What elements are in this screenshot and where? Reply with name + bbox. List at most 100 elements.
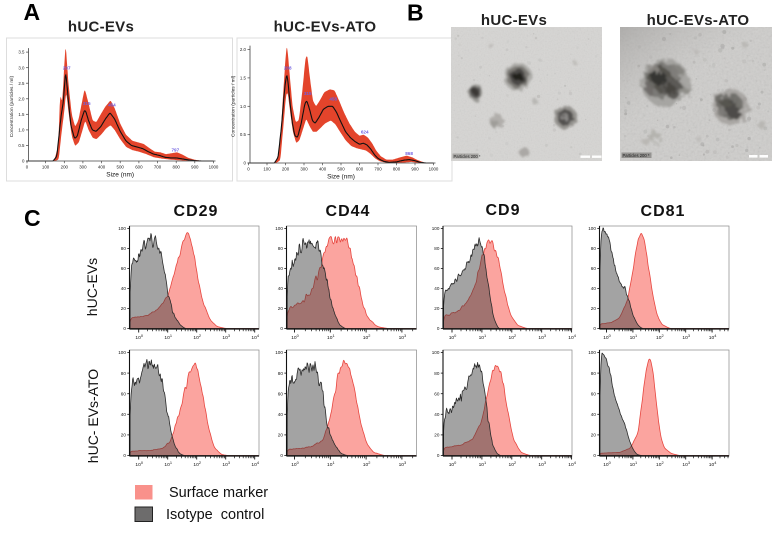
- svg-text:900: 900: [411, 167, 419, 172]
- svg-text:315: 315: [83, 101, 91, 106]
- svg-text:Surface marker: Surface marker: [169, 485, 268, 501]
- svg-text:40: 40: [278, 286, 284, 291]
- svg-text:208: 208: [284, 65, 292, 70]
- svg-text:200: 200: [61, 165, 69, 170]
- svg-text:2.0: 2.0: [18, 96, 25, 101]
- svg-text:80: 80: [278, 371, 284, 376]
- svg-text:3.5: 3.5: [18, 50, 25, 55]
- svg-text:20: 20: [434, 433, 440, 438]
- svg-text:102: 102: [656, 460, 664, 468]
- svg-text:0: 0: [123, 453, 126, 458]
- svg-text:1.0: 1.0: [18, 128, 25, 133]
- svg-text:1000: 1000: [209, 165, 219, 170]
- svg-text:102: 102: [363, 460, 371, 468]
- svg-text:101: 101: [479, 460, 487, 468]
- svg-text:0: 0: [280, 453, 283, 458]
- svg-text:400: 400: [98, 165, 106, 170]
- svg-text:101: 101: [630, 460, 638, 468]
- svg-text:100: 100: [449, 333, 457, 341]
- svg-text:60: 60: [591, 266, 597, 271]
- svg-text:20: 20: [591, 306, 597, 311]
- svg-text:900: 900: [191, 165, 199, 170]
- svg-text:1000: 1000: [429, 167, 439, 172]
- svg-text:40: 40: [591, 286, 597, 291]
- svg-text:0: 0: [26, 165, 29, 170]
- svg-text:60: 60: [121, 391, 127, 396]
- svg-text:103: 103: [399, 460, 407, 468]
- svg-text:800: 800: [173, 165, 181, 170]
- svg-text:102: 102: [656, 333, 664, 341]
- svg-text:100: 100: [588, 226, 596, 231]
- svg-text:100: 100: [603, 333, 611, 341]
- svg-text:0: 0: [123, 326, 126, 331]
- svg-text:300: 300: [79, 165, 87, 170]
- svg-text:0: 0: [22, 159, 25, 164]
- svg-text:20: 20: [591, 433, 597, 438]
- svg-text:100: 100: [603, 460, 611, 468]
- svg-text:20: 20: [278, 433, 284, 438]
- svg-text:Concentration (particles / ml): Concentration (particles / ml): [231, 75, 237, 137]
- svg-text:100: 100: [291, 460, 299, 468]
- svg-text:103: 103: [682, 333, 690, 341]
- svg-text:103: 103: [538, 333, 546, 341]
- svg-text:102: 102: [193, 460, 201, 468]
- svg-text:20: 20: [434, 306, 440, 311]
- svg-text:CD81: CD81: [641, 203, 686, 220]
- svg-text:103: 103: [538, 460, 546, 468]
- svg-text:80: 80: [121, 246, 127, 251]
- svg-text:315: 315: [304, 91, 312, 96]
- svg-text:100: 100: [432, 226, 440, 231]
- svg-text:40: 40: [121, 286, 127, 291]
- svg-text:868: 868: [405, 151, 413, 156]
- svg-text:600: 600: [356, 167, 364, 172]
- svg-text:400: 400: [319, 167, 327, 172]
- svg-text:20: 20: [278, 306, 284, 311]
- svg-text:0.5: 0.5: [18, 143, 25, 148]
- svg-text:80: 80: [278, 246, 284, 251]
- svg-text:102: 102: [508, 460, 516, 468]
- svg-text:104: 104: [251, 333, 259, 341]
- svg-text:101: 101: [164, 333, 172, 341]
- svg-text:200: 200: [282, 167, 290, 172]
- svg-text:3.0: 3.0: [18, 65, 25, 70]
- svg-text:101: 101: [630, 333, 638, 341]
- svg-text:60: 60: [434, 391, 440, 396]
- svg-text:1.0: 1.0: [240, 104, 247, 109]
- svg-text:60: 60: [434, 266, 440, 271]
- svg-text:20: 20: [121, 433, 127, 438]
- svg-text:2.0: 2.0: [240, 47, 247, 52]
- svg-text:0: 0: [593, 326, 596, 331]
- svg-text:40: 40: [278, 412, 284, 417]
- svg-text:101: 101: [327, 333, 335, 341]
- svg-text:104: 104: [251, 460, 259, 468]
- svg-text:458: 458: [329, 97, 337, 102]
- svg-text:Isotype control: Isotype control: [166, 507, 264, 523]
- svg-text:Size (nm): Size (nm): [106, 172, 134, 179]
- svg-text:40: 40: [591, 412, 597, 417]
- svg-text:hUC- EVs-ATO: hUC- EVs-ATO: [85, 369, 101, 463]
- svg-text:800: 800: [393, 167, 401, 172]
- svg-text:Concentration (particles / ml): Concentration (particles / ml): [9, 76, 15, 138]
- svg-text:hUC-EVs: hUC-EVs: [68, 19, 134, 36]
- svg-text:60: 60: [121, 266, 127, 271]
- svg-text:600: 600: [135, 165, 143, 170]
- svg-text:1.5: 1.5: [18, 112, 25, 117]
- svg-text:60: 60: [278, 266, 284, 271]
- svg-text:0: 0: [280, 326, 283, 331]
- svg-text:0: 0: [247, 167, 250, 172]
- svg-text:0: 0: [244, 161, 247, 166]
- svg-text:100: 100: [118, 350, 126, 355]
- svg-text:300: 300: [300, 167, 308, 172]
- svg-text:80: 80: [591, 371, 597, 376]
- svg-text:1.5: 1.5: [240, 76, 247, 81]
- svg-text:0: 0: [437, 453, 440, 458]
- svg-text:104: 104: [568, 460, 576, 468]
- svg-text:80: 80: [434, 246, 440, 251]
- svg-text:100: 100: [135, 333, 143, 341]
- svg-text:100: 100: [42, 165, 50, 170]
- svg-text:103: 103: [399, 333, 407, 341]
- svg-text:Particles 200 *: Particles 200 *: [454, 154, 481, 159]
- svg-text:2.5: 2.5: [18, 81, 25, 86]
- svg-text:102: 102: [508, 333, 516, 341]
- svg-text:100: 100: [263, 167, 271, 172]
